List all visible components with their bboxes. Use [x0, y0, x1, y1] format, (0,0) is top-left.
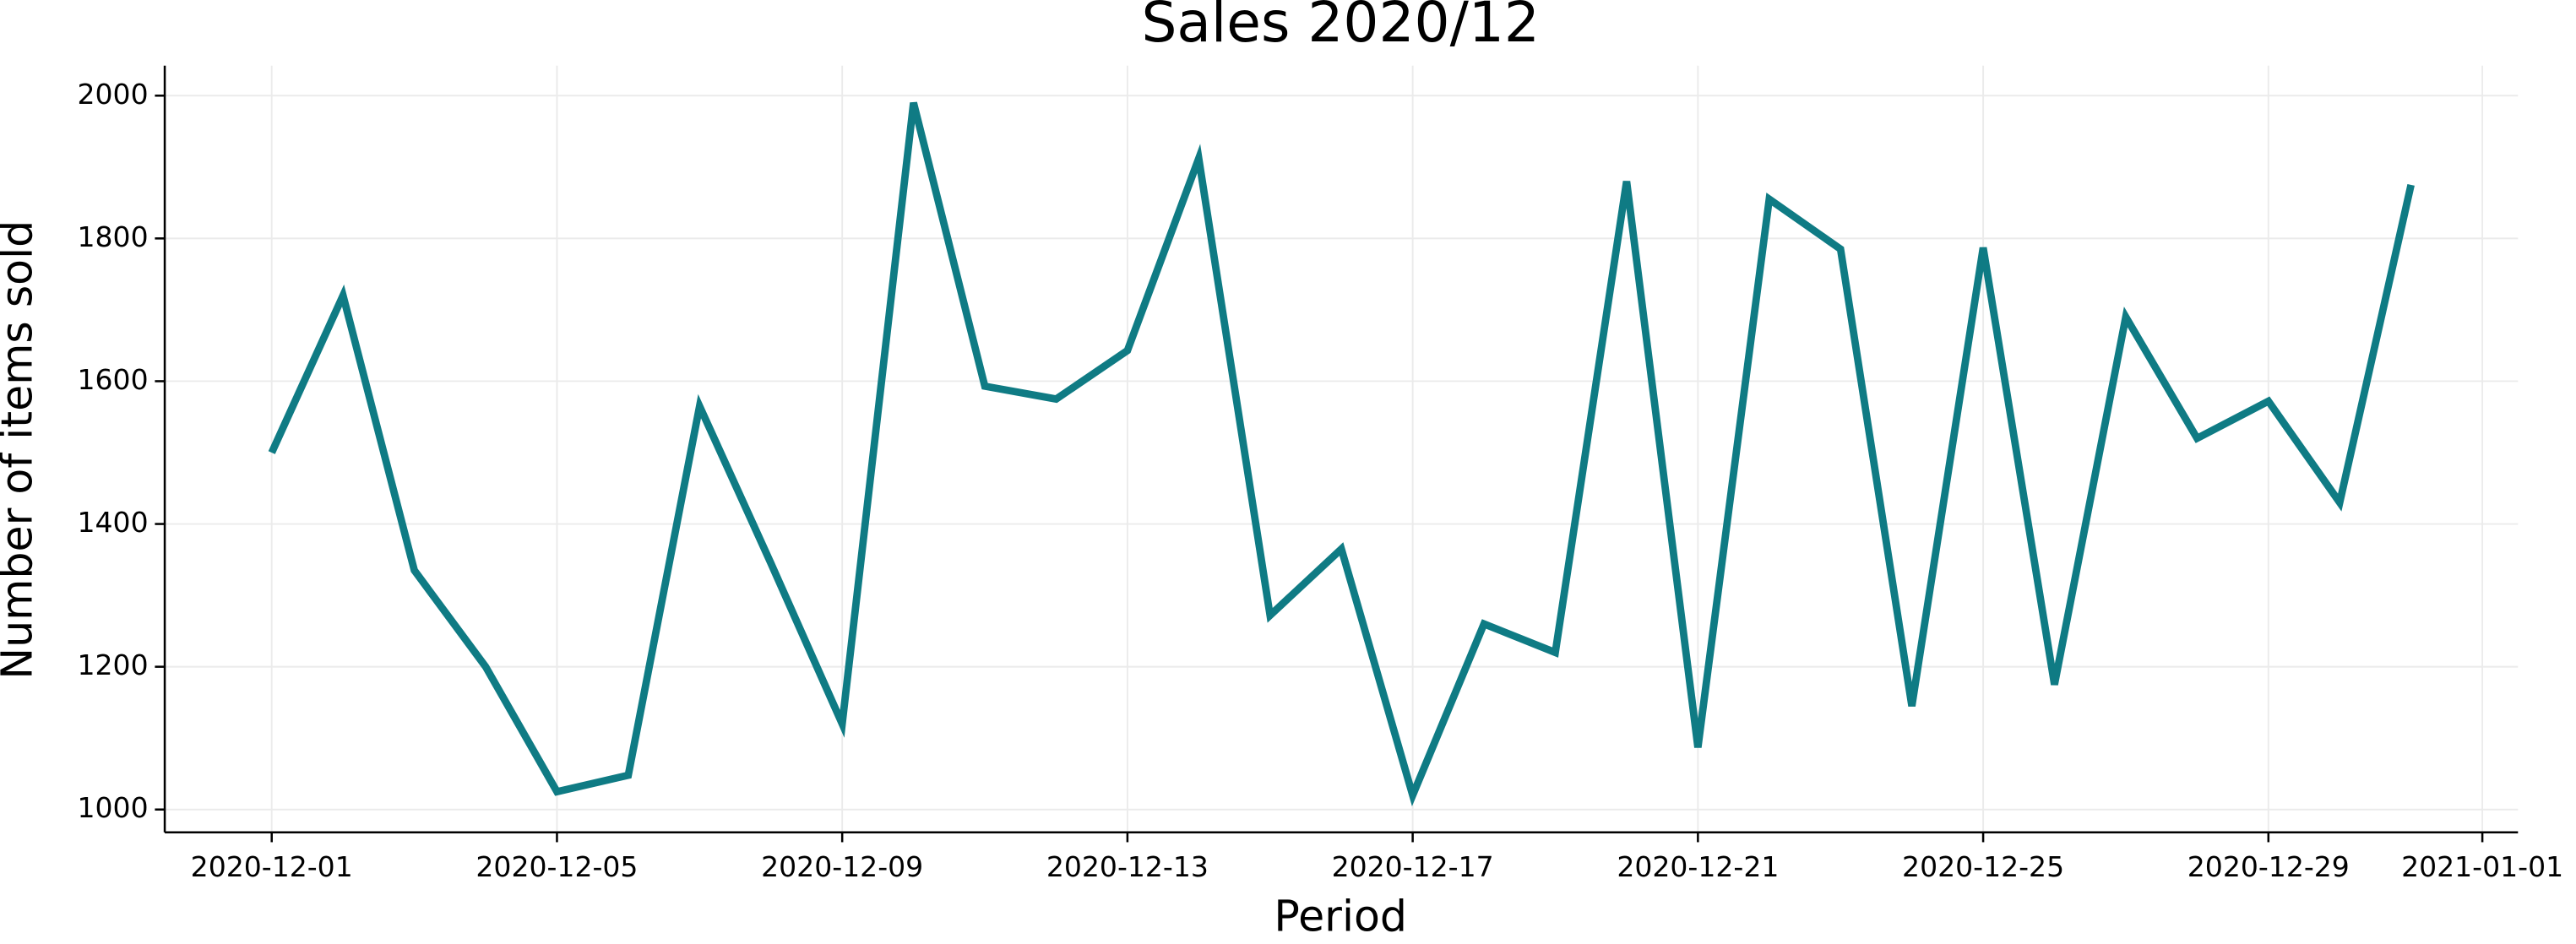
y-tick-label: 2000: [78, 78, 149, 111]
y-tick-label: 1200: [78, 648, 149, 681]
y-tick-label: 1600: [78, 363, 149, 396]
x-tick-label: 2020-12-13: [1046, 850, 1209, 883]
y-tick-label: 1400: [78, 506, 149, 539]
x-tick-label: 2020-12-29: [2187, 850, 2350, 883]
y-tick-label: 1800: [78, 220, 149, 253]
x-tick-label: 2020-12-09: [761, 850, 923, 883]
x-tick-label: 2020-12-01: [191, 850, 353, 883]
x-tick-label: 2020-12-17: [1332, 850, 1494, 883]
x-tick-label: 2020-12-25: [1902, 850, 2064, 883]
x-tick-label: 2021-01-01: [2401, 850, 2563, 883]
chart-title: Sales 2020/12: [1141, 0, 1539, 55]
x-axis-label: Period: [1274, 891, 1407, 941]
x-tick-label: 2020-12-21: [1617, 850, 1779, 883]
x-tick-label: 2020-12-05: [476, 850, 638, 883]
line-series: [268, 101, 2415, 806]
y-axis-label: Number of items sold: [0, 220, 41, 680]
y-tick-label: 1000: [78, 791, 149, 824]
